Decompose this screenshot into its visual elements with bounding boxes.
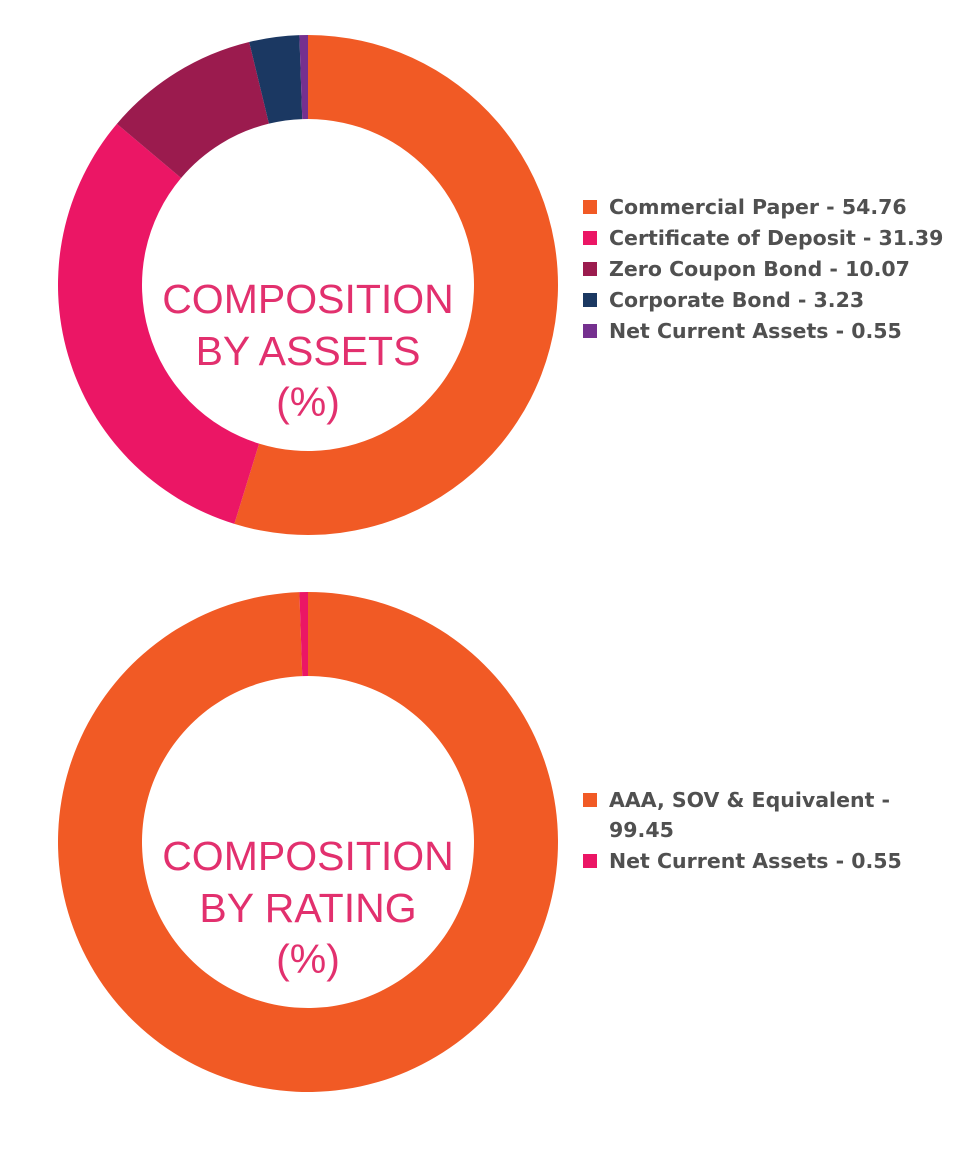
slice-zero-coupon-bond [116,42,269,178]
center-title-line: COMPOSITION [162,276,454,322]
legend-swatch [583,231,597,245]
legend-swatch [583,262,597,276]
legend-label: Commercial Paper - 54.76 [609,195,907,219]
slice-aaa-sov-equivalent [58,592,559,1092]
legend-swatch [583,200,597,214]
slice-certificate-of-deposit [57,123,260,524]
legend-label: Zero Coupon Bond - 10.07 [609,257,910,281]
center-title-line: (%) [276,379,340,425]
center-title-line: COMPOSITION [162,833,454,879]
donut-chart-1: COMPOSITION BY ASSETS (%) Commercial Paper … [57,35,943,535]
legend: AAA, SOV & Equivalent - 99.45 Net Current … [583,788,902,873]
center-title-line: (%) [276,936,340,982]
legend-label: Corporate Bond - 3.23 [609,288,864,312]
slice-corporate-bond [249,35,303,124]
legend-swatch [583,324,597,338]
legend: Commercial Paper - 54.76 Certificate of D… [583,195,943,343]
slice-commercial-paper [234,35,558,535]
legend-swatch [583,293,597,307]
slice-net-current-assets [299,35,308,120]
donut-chart-2: COMPOSITION BY RATING (%) AAA, SOV & Equiva… [58,592,902,1092]
legend-label: Net Current Assets - 0.55 [609,849,902,873]
legend-label: AAA, SOV & Equivalent - [609,788,890,812]
slice-net-current-assets [299,592,308,677]
legend-label: 99.45 [609,818,674,842]
legend-swatch [583,793,597,807]
legend-label: Certificate of Deposit - 31.39 [609,226,943,250]
center-title-line: BY ASSETS [196,328,421,374]
legend-swatch [583,854,597,868]
center-title-line: BY RATING [199,885,416,931]
legend-label: Net Current Assets - 0.55 [609,319,902,343]
